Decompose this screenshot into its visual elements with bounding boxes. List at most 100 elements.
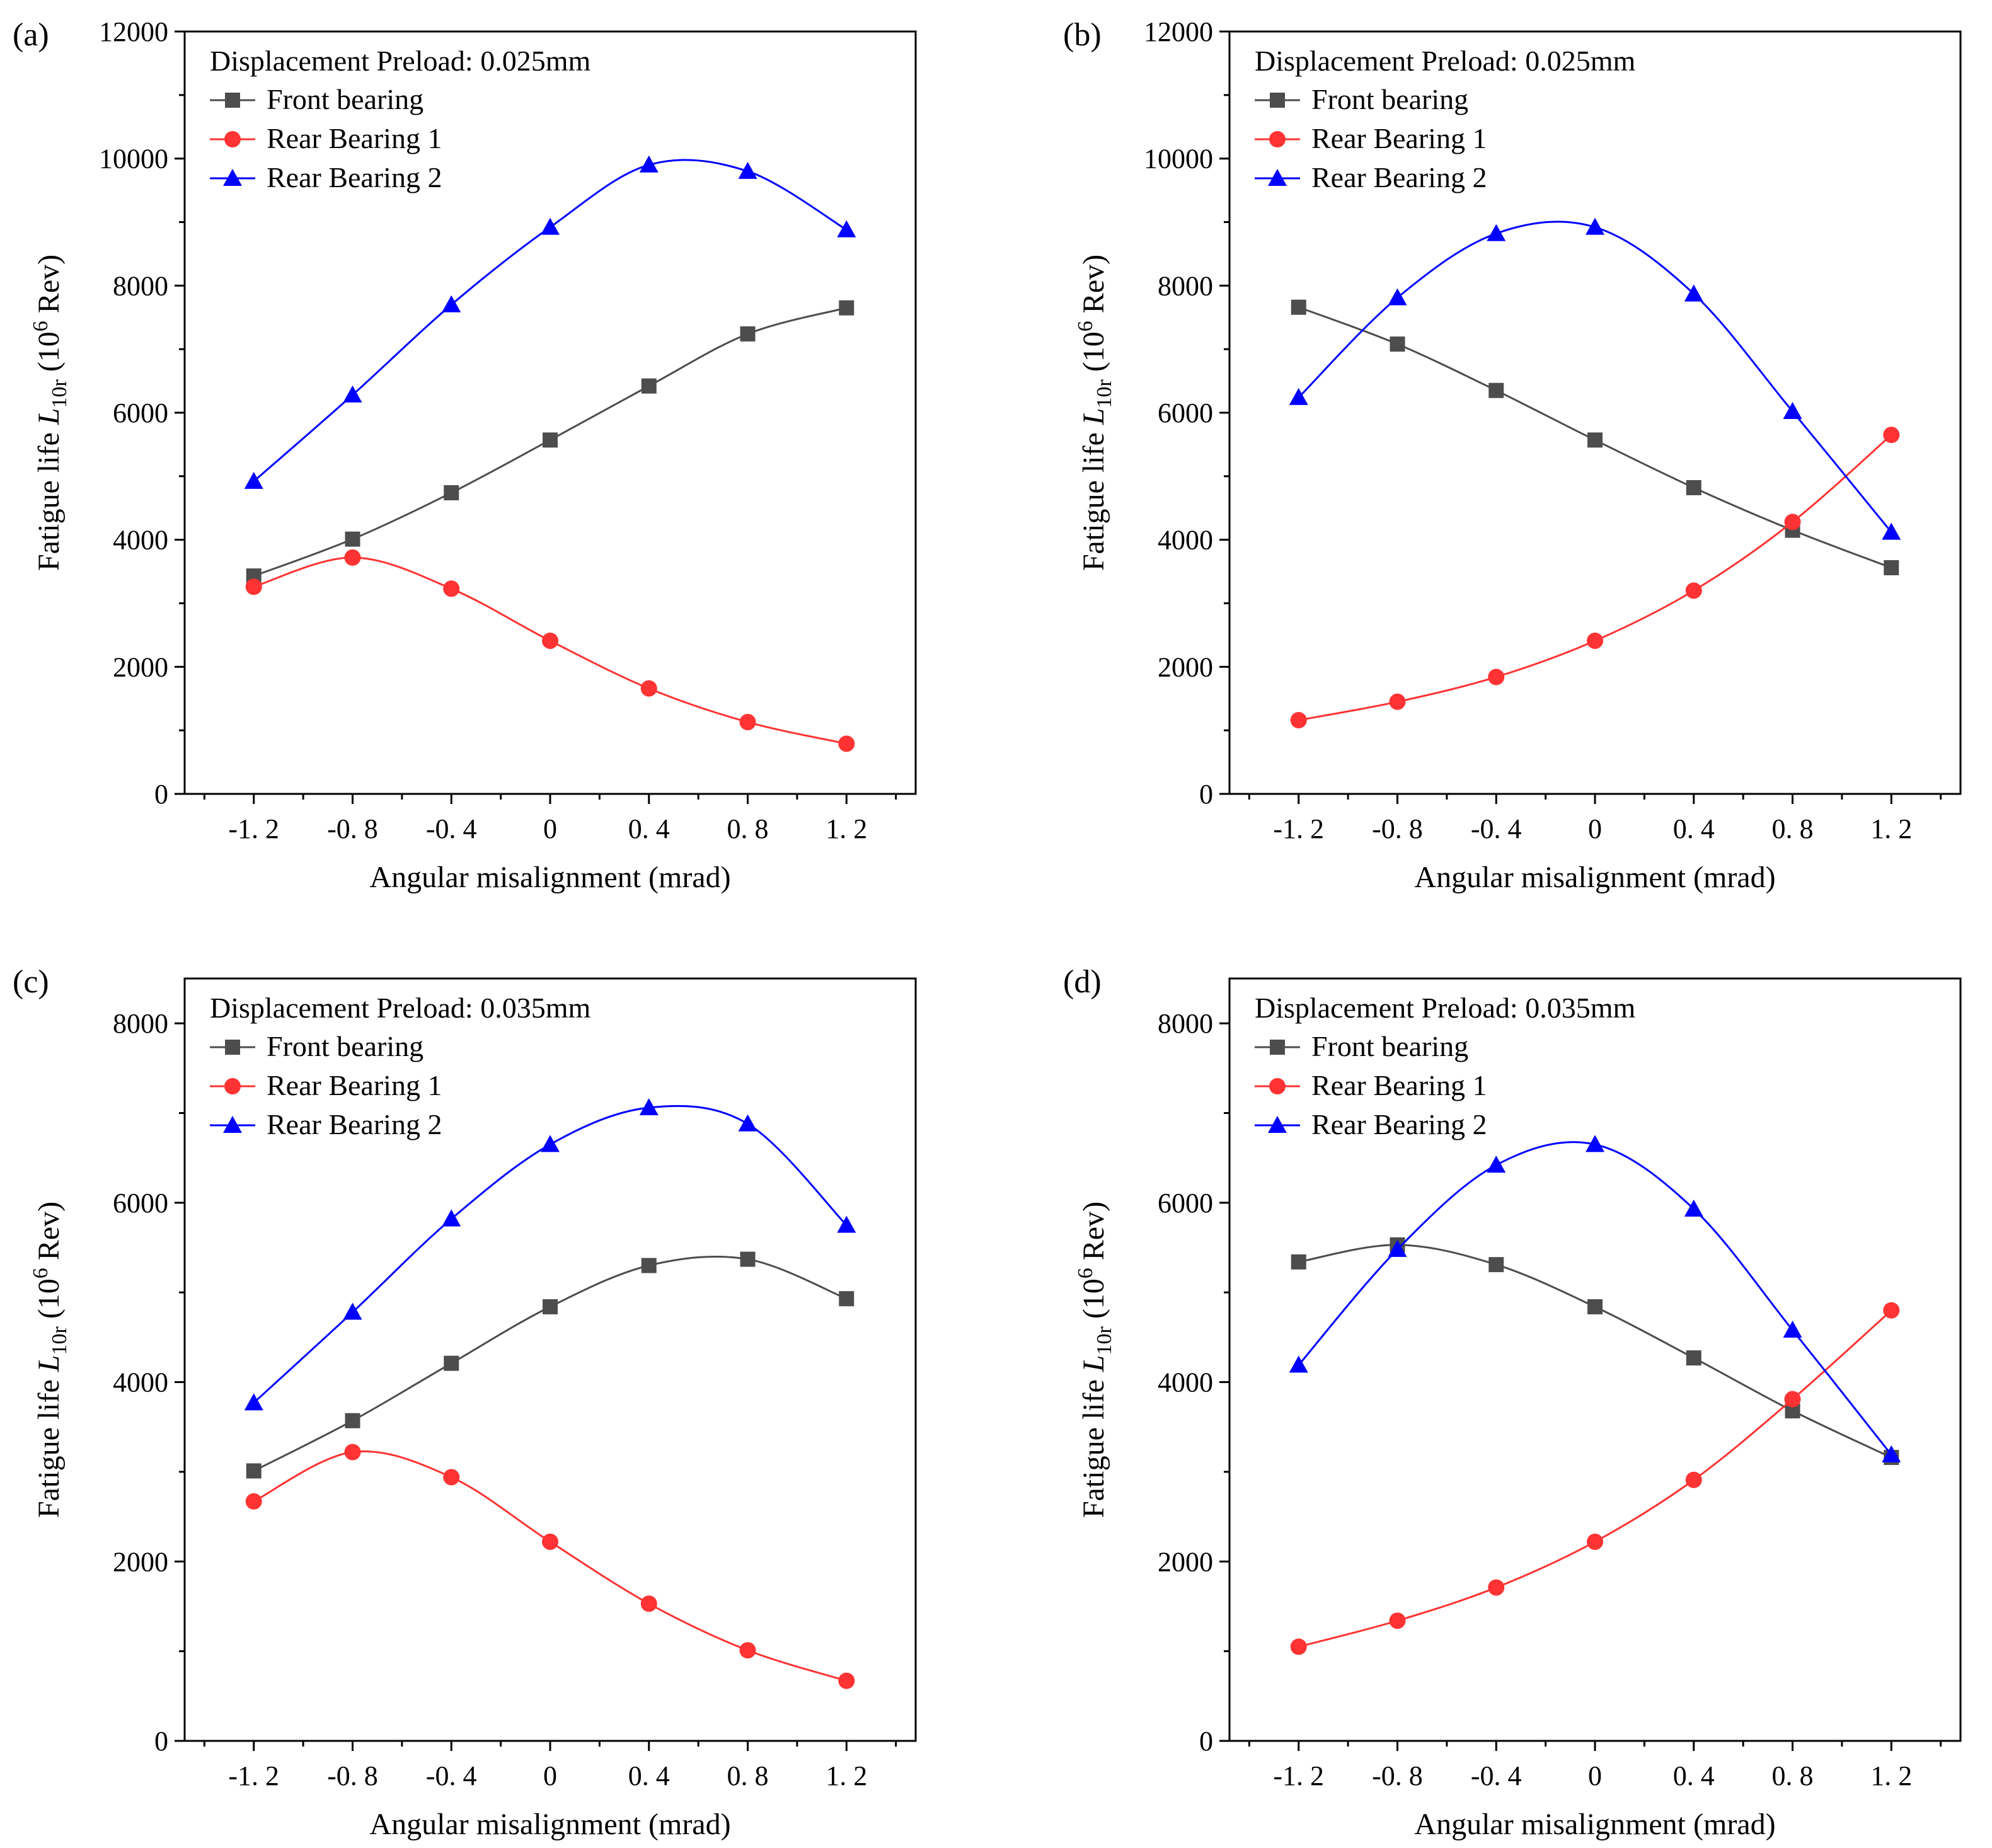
y-tick-label: 6000 [113,398,168,428]
y-tick-label: 2000 [1158,1546,1213,1577]
x-tick-label: 0. 8 [1772,1760,1814,1791]
y-tick-label: 8000 [113,270,168,301]
rear-bearing-2-marker [639,155,659,173]
y-tick-label: 12000 [99,16,168,47]
legend-rear-bearing-2-marker [1268,169,1287,186]
legend-front-bearing-label: Front bearing [267,83,423,115]
y-axis-title: Fatigue life L10r (106 Rev) [29,255,71,571]
legend-rear-bearing-2-label: Rear Bearing 2 [1311,161,1487,193]
x-tick-label: -1. 2 [228,813,279,844]
chart-panel-d: (d) 0 2000 4000 6000 8000 -1. 2 -0. 8 -0. 4 0 0. 4… [1063,964,1962,1841]
rear-bearing-1-marker [1883,427,1900,444]
x-tick-label: 1. 2 [1870,1760,1912,1791]
front-bearing-marker [543,432,558,448]
rear-bearing-1-marker [542,632,558,649]
front-bearing-marker [345,531,360,547]
legend-rear-bearing-2-label: Rear Bearing 2 [1311,1108,1487,1140]
rear-bearing-1-marker [443,580,460,597]
x-tick-label: 0. 8 [727,813,769,844]
rear-bearing-1-marker [1488,1579,1505,1596]
front-bearing-marker [444,485,459,501]
chart-panel-b: (b) 0 2000 4000 6000 8000 10000 12000 -1. 2 -0. 8… [1063,16,1962,894]
y-tick-label: 0 [1199,779,1213,810]
rear-bearing-1-line [253,556,847,745]
rear-bearing-2-marker [244,1393,263,1411]
y-tick-label: 6000 [113,1188,168,1219]
x-axis-title: Angular misalignment (mrad) [1414,1808,1775,1841]
y-tick-label: 0 [154,1726,168,1757]
front-bearing-marker [1291,299,1306,315]
front-bearing-marker [1587,432,1603,448]
rear-bearing-2-marker [1487,1156,1506,1173]
y-tick-label: 0 [1199,1726,1213,1757]
x-tick-label: -0. 4 [426,813,477,844]
rear-bearing-1-marker [1883,1302,1900,1319]
legend-rear-bearing-1-marker [1269,1078,1286,1094]
front-bearing-marker [246,1463,262,1479]
rear-bearing-1-marker [344,1443,361,1461]
front-bearing-marker [839,1291,855,1307]
panel-label: (d) [1063,964,1102,1000]
y-axis-title: Fatigue life L10r (106 Rev) [1074,255,1116,571]
x-tick-label: 0. 4 [628,1760,670,1791]
x-tick-label: 0 [1588,1760,1602,1791]
x-axis-title: Angular misalignment (mrad) [369,861,730,894]
rear-bearing-1-marker [1290,712,1307,729]
rear-bearing-2-marker [1882,522,1901,540]
y-tick-label: 6000 [1158,1188,1213,1219]
panel-label: (b) [1063,17,1102,53]
rear-bearing-1-line [1298,1309,1892,1648]
rear-bearing-2-line [1298,1141,1892,1455]
rear-bearing-1-marker [1488,669,1505,686]
y-tick-label: 6000 [1158,398,1213,428]
y-tick-label: 10000 [99,144,168,175]
legend-rear-bearing-1-label: Rear Bearing 1 [1311,122,1487,154]
rear-bearing-1-marker [1784,1391,1801,1408]
front-bearing-marker [1390,336,1405,352]
legend-rear-bearing-1-label: Rear Bearing 1 [267,122,442,154]
chart-panel-c: (c) 0 2000 4000 6000 8000 -1. 2 -0. 8 -0. 4 0 0. 4… [13,964,917,1841]
front-bearing-marker [740,1251,756,1267]
rear-bearing-2-marker [1586,217,1604,235]
rear-bearing-1-marker [443,1469,460,1486]
rear-bearing-1-marker [838,735,855,752]
x-tick-label: 1. 2 [826,1760,867,1791]
rear-bearing-1-marker [1784,514,1801,531]
legend-rear-bearing-1-label: Rear Bearing 1 [1311,1069,1487,1101]
legend-rear-bearing-2-marker [1268,1116,1287,1133]
rear-bearing-1-marker [344,549,361,566]
rear-bearing-2-marker [343,1302,362,1320]
rear-bearing-1-line [253,1450,847,1682]
x-tick-label: -1. 2 [1273,813,1324,844]
y-axis-title: Fatigue life L10r (106 Rev) [29,1202,71,1518]
y-tick-label: 8000 [1158,270,1213,301]
preload-label: Displacement Preload: 0.035mm [1255,992,1635,1024]
front-bearing-marker [1686,479,1701,495]
front-bearing-line [1298,1244,1892,1459]
rear-bearing-2-marker [1487,224,1506,241]
y-tick-label: 4000 [1158,525,1213,556]
legend-front-bearing-label: Front bearing [1311,1030,1468,1062]
rear-bearing-2-marker [541,1135,560,1152]
y-tick-label: 8000 [1158,1008,1213,1039]
y-tick-label: 2000 [113,1546,168,1577]
front-bearing-marker [1686,1350,1701,1366]
rear-bearing-2-marker [738,161,757,179]
rear-bearing-1-marker [739,714,756,731]
rear-bearing-2-marker [738,1114,757,1132]
panel-label: (c) [13,964,49,1000]
rear-bearing-2-marker [1388,1239,1407,1257]
rear-bearing-1-marker [245,1493,262,1510]
rear-bearing-2-marker [1388,288,1407,306]
rear-bearing-2-marker [1684,1199,1703,1217]
rear-bearing-2-marker [837,220,856,238]
x-tick-label: 0 [1588,813,1602,844]
y-tick-label: 12000 [1144,16,1213,47]
legend-rear-bearing-2-label: Rear Bearing 2 [267,161,442,193]
legend-front-bearing-label: Front bearing [267,1030,423,1062]
y-tick-label: 2000 [113,651,168,682]
x-tick-label: -0. 8 [327,813,378,844]
y-tick-label: 4000 [1158,1367,1213,1398]
x-tick-label: -0. 4 [1471,1760,1522,1791]
